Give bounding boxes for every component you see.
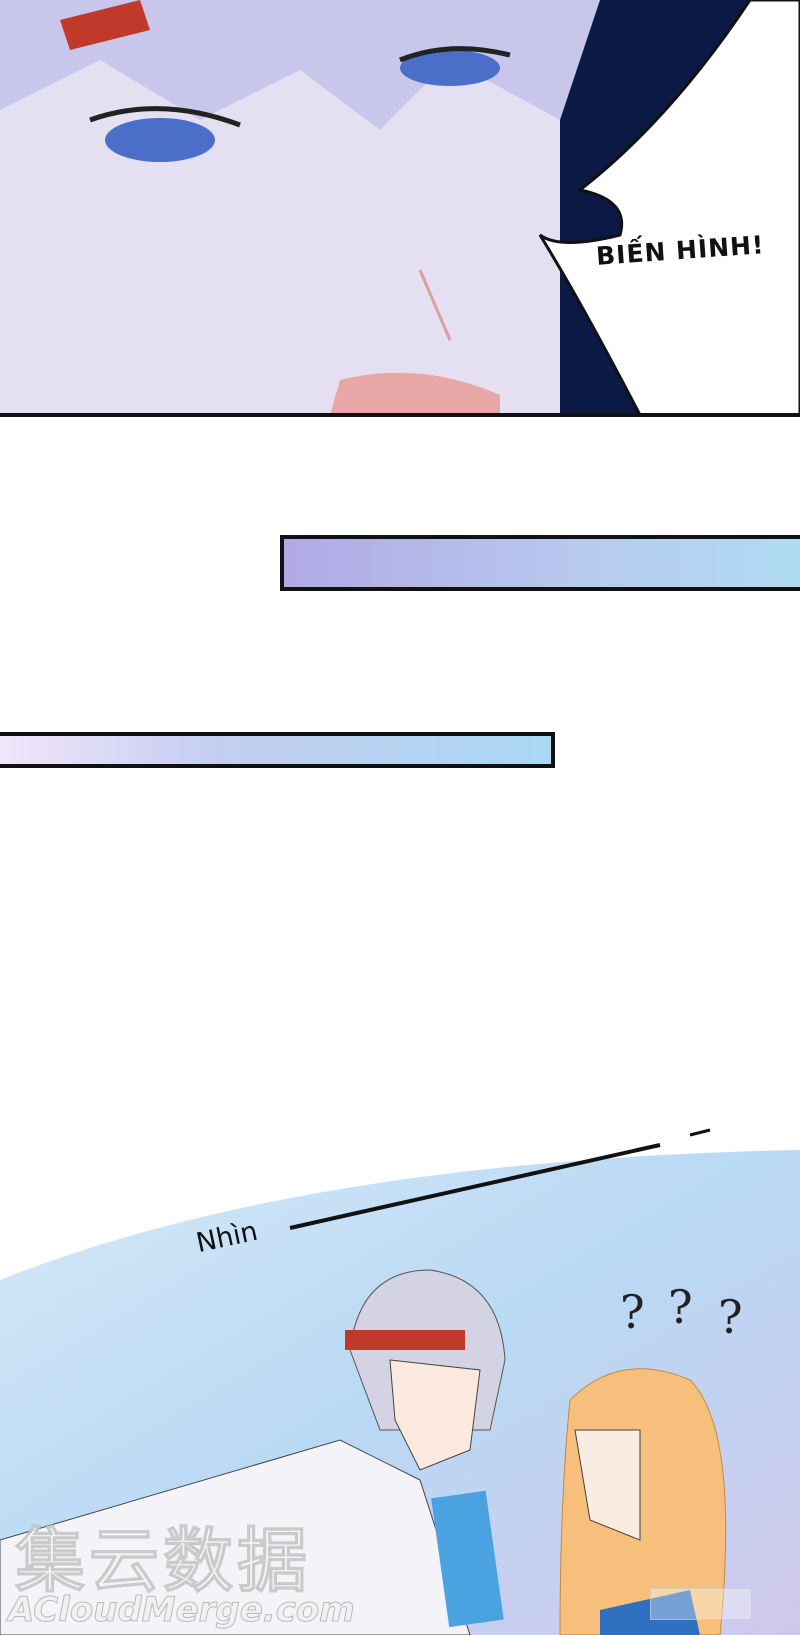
publisher-logo (650, 1588, 752, 1620)
question-mark: ? (718, 1290, 743, 1344)
watermark-site: ACloudMerge.com (8, 1590, 356, 1631)
watermark-chinese: 集云数据 (15, 1520, 311, 1603)
transition-bar (280, 535, 800, 591)
close-up-panel: BIẾN HÌNH! (0, 0, 800, 415)
transition-bar (0, 732, 555, 768)
question-mark: ? (620, 1285, 645, 1339)
scene-art (0, 1128, 800, 1635)
speech-bubble (538, 0, 800, 415)
question-mark: ? (668, 1280, 693, 1334)
scene-panel (0, 1100, 800, 1635)
panel-border (0, 413, 800, 417)
